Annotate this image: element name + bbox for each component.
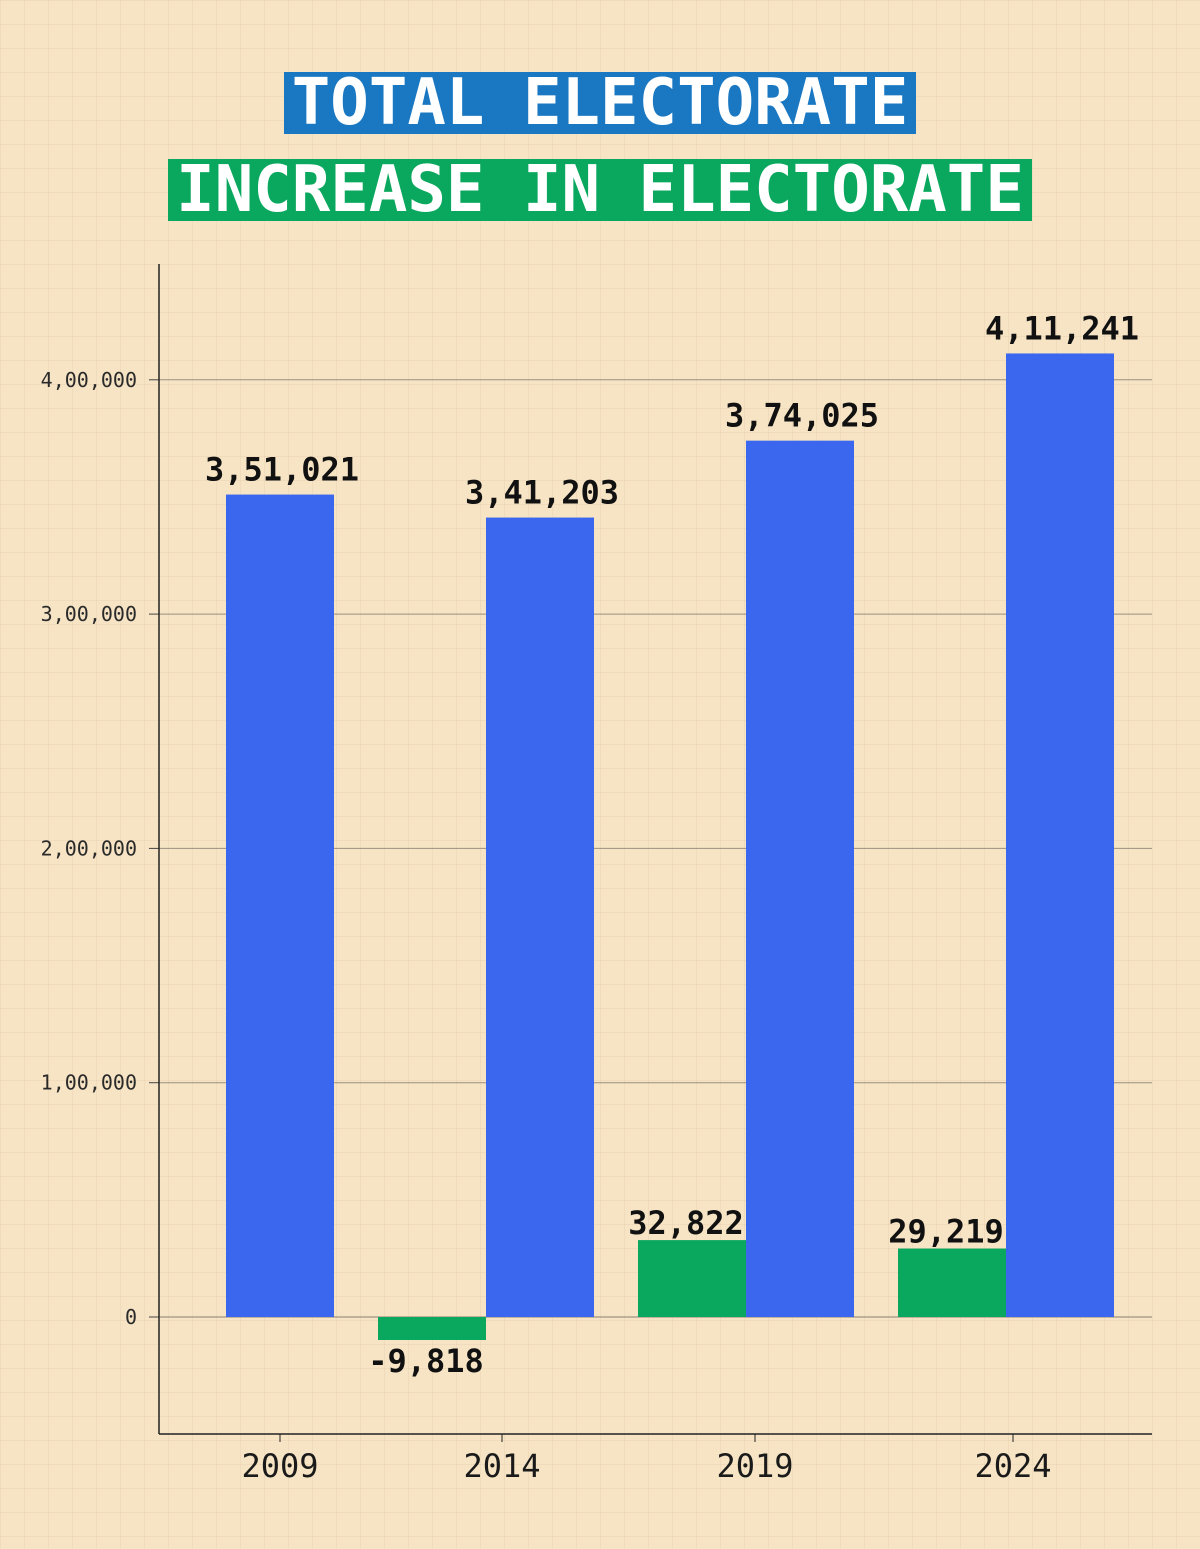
y-tick-label: 2,00,000 [41,836,137,860]
legend-increase-label: INCREASE IN ELECTORATE [168,158,1032,222]
data-label-total-2009: 3,51,021 [205,451,359,489]
y-tick-label: 3,00,000 [41,602,137,626]
y-tick-label: 1,00,000 [41,1071,137,1095]
bar-total-2009 [226,494,334,1317]
bar-increase-2014 [378,1317,486,1341]
x-tick-label: 2014 [463,1447,540,1485]
legend-total-label: TOTAL ELECTORATE [283,71,917,135]
bars [226,353,1114,1341]
x-tick-label: 2009 [241,1447,318,1485]
axes [149,264,1152,1442]
bar-increase-2024 [898,1248,1006,1317]
legend-total-electorate: TOTAL ELECTORATE [0,71,1200,135]
x-tick-label: 2019 [716,1447,793,1485]
data-label-increase-2014: -9,818 [368,1342,484,1380]
y-tick-label: 4,00,000 [41,368,137,392]
bar-total-2014 [486,517,594,1317]
data-label-total-2019: 3,74,025 [725,397,879,435]
bar-total-2024 [1006,353,1114,1317]
data-label-increase-2019: 32,822 [628,1204,744,1242]
y-tick-label: 0 [125,1305,137,1329]
bar-total-2019 [746,440,854,1317]
x-tick-label: 2024 [974,1447,1051,1485]
data-label-increase-2024: 29,219 [888,1213,1004,1251]
labels: 0 1,00,000 2,00,000 3,00,000 4,00,000 2009 3,5… [41,309,1139,1485]
bar-increase-2019 [638,1240,746,1317]
legend-increase-electorate: INCREASE IN ELECTORATE [0,158,1200,222]
data-label-total-2014: 3,41,203 [465,474,619,512]
data-label-total-2024: 4,11,241 [985,309,1139,347]
